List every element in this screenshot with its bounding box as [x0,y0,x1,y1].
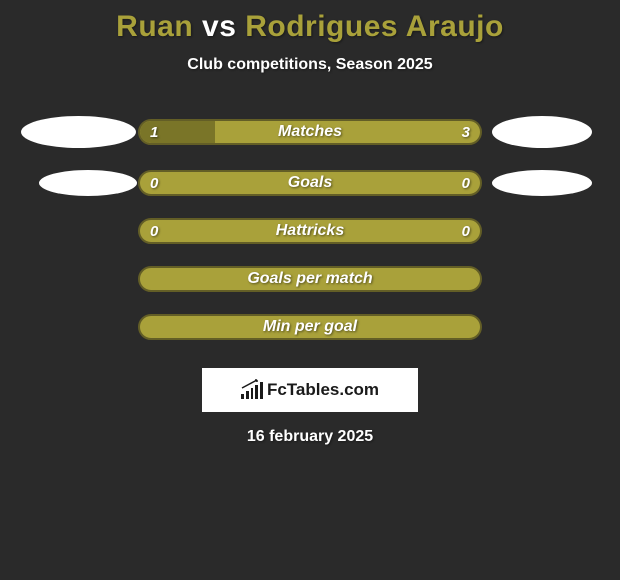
left-side [18,170,138,196]
stat-value-right: 3 [462,124,470,141]
ellipse-icon [39,170,137,196]
logo-box: FcTables.com [202,368,418,412]
bar-chart-icon [241,381,263,399]
stat-row: Min per goal [18,314,602,340]
left-side [18,116,138,148]
stat-bar: Goals per match [138,266,482,292]
stat-bar: 0 Hattricks 0 [138,218,482,244]
stat-label: Goals [288,174,332,192]
stat-value-right: 0 [462,175,470,192]
logo: FcTables.com [241,380,379,400]
stat-bar: 1 Matches 3 [138,119,482,145]
stat-label: Min per goal [263,318,357,336]
stat-row: Goals per match [18,266,602,292]
stat-row: 0 Goals 0 [18,170,602,196]
comparison-infographic: Ruan vs Rodrigues Araujo Club competitio… [0,0,620,446]
vs-text: vs [202,10,236,43]
stat-bar: Min per goal [138,314,482,340]
ellipse-icon [492,116,592,148]
arrow-icon [241,379,263,389]
stat-value-right: 0 [462,223,470,240]
logo-text: FcTables.com [267,380,379,400]
stat-value-left: 0 [150,175,158,192]
stat-value-left: 1 [150,124,158,141]
stat-bar: 0 Goals 0 [138,170,482,196]
stat-row: 0 Hattricks 0 [18,218,602,244]
player1-name: Ruan [116,10,193,43]
right-side [482,116,602,148]
stat-label: Matches [278,123,342,141]
logo-bar [241,394,244,399]
bars-section: 1 Matches 3 0 Goals 0 0 Hattricks 0 Goals per mat… [18,116,602,362]
date-text: 16 february 2025 [247,428,373,446]
stat-label: Goals per match [247,270,372,288]
stat-value-left: 0 [150,223,158,240]
stat-label: Hattricks [276,222,344,240]
logo-bar [251,388,254,399]
right-side [482,170,602,196]
ellipse-icon [492,170,592,196]
page-title: Ruan vs Rodrigues Araujo [116,10,504,44]
stat-row: 1 Matches 3 [18,116,602,148]
logo-bar [246,391,249,399]
player2-name: Rodrigues Araujo [245,10,504,43]
subtitle: Club competitions, Season 2025 [187,56,432,74]
ellipse-icon [21,116,136,148]
